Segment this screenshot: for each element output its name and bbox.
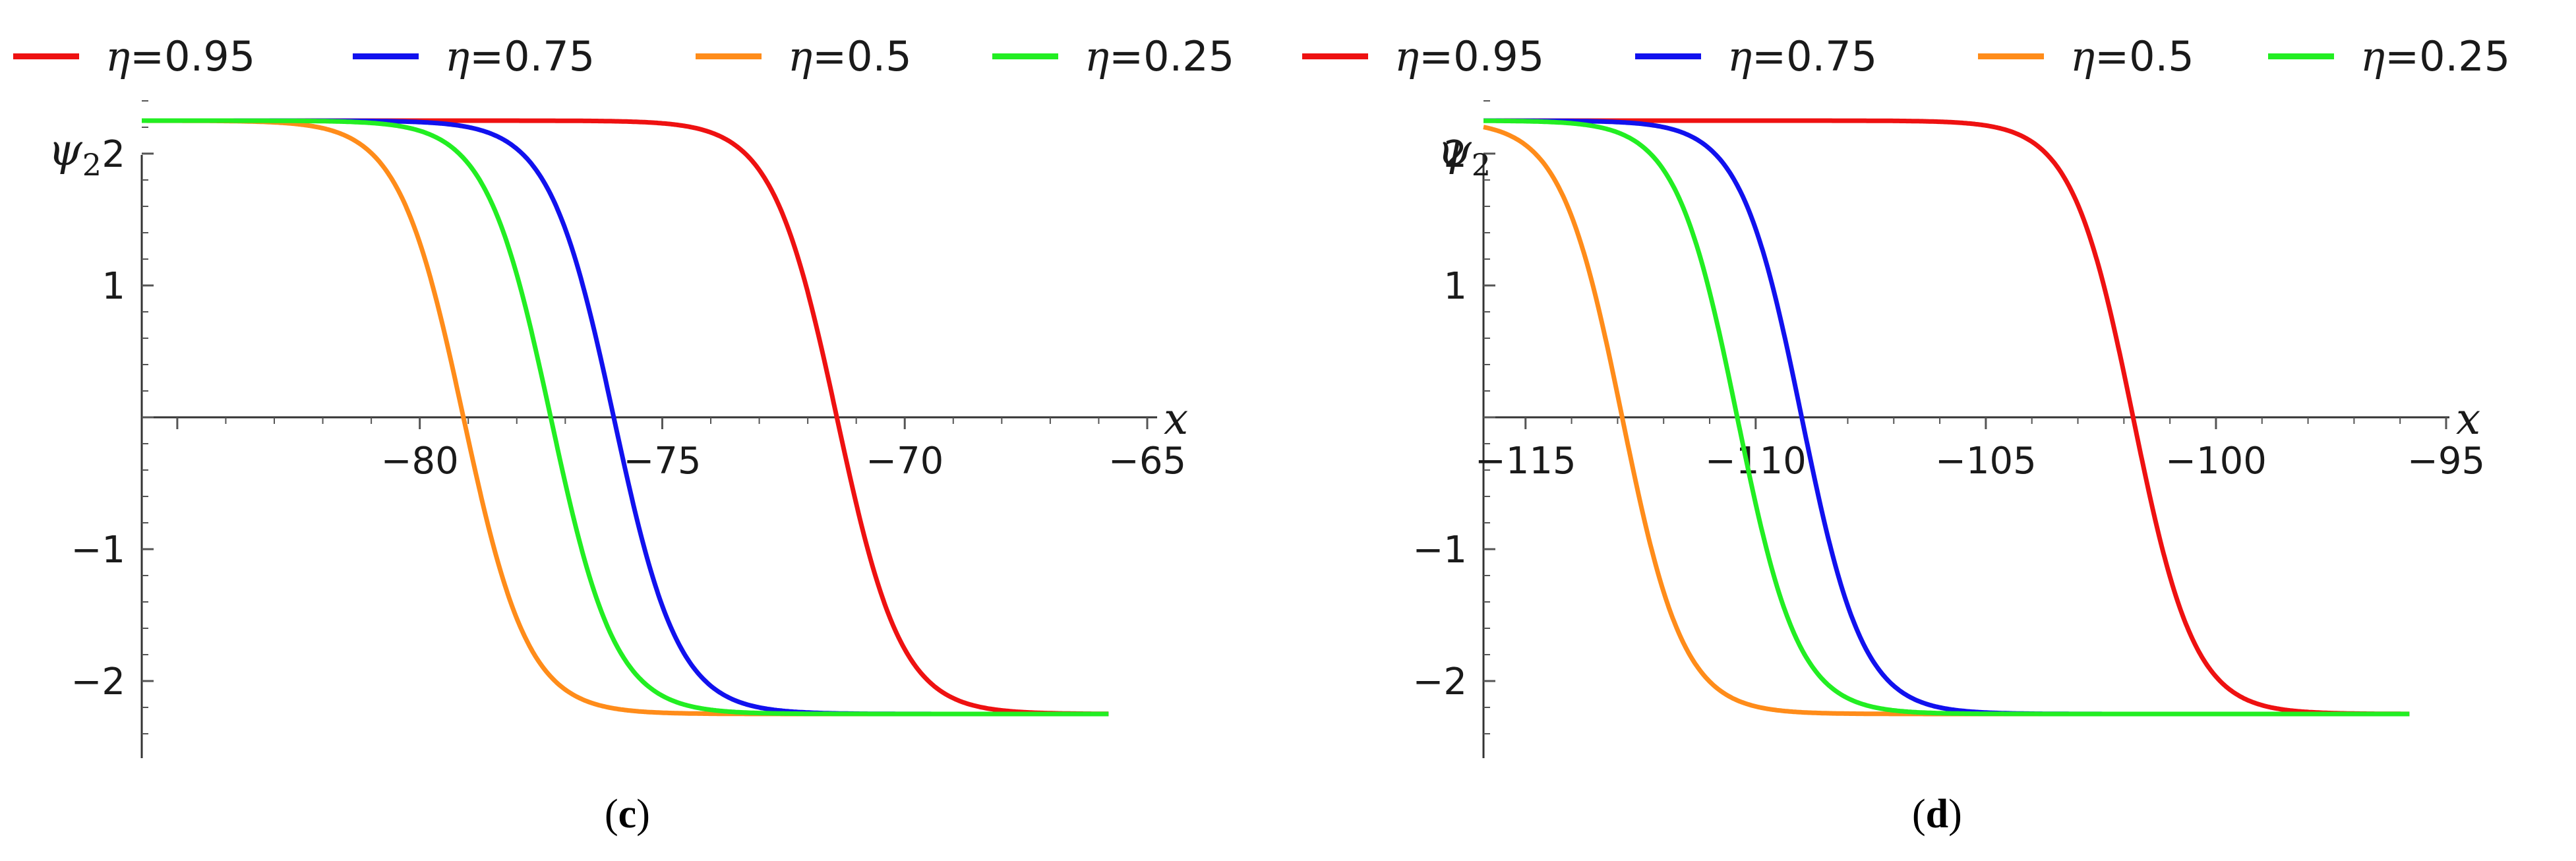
legend-label: η=0.25 [1085,32,1235,80]
y-tick-label: 2 [102,133,125,176]
x-tick-label: −65 [1108,440,1186,483]
legend-item: η=0.25 [992,20,1234,92]
x-axis-label: x [1164,394,1188,444]
legend-line [353,53,419,59]
legend-line [1978,53,2044,59]
legend-item: η=0.25 [2268,20,2510,92]
chart-c: −80 −75 −70 −65 2 1 −1 −2 x ψ2 [48,100,1188,758]
legend-line [992,53,1058,59]
legend-line [1635,53,1701,59]
legend-label: η=0.5 [2070,32,2194,80]
x-tick-label: −100 [2165,440,2267,483]
legend-item: η=0.95 [13,20,255,92]
legend-line [696,53,762,59]
legend-label: η=0.5 [788,32,912,80]
legend-line [1302,53,1368,59]
legend-item: η=0.75 [1635,20,1877,92]
legend-label: η=0.95 [105,32,256,80]
x-tick-label: −105 [1935,440,2037,483]
y-axis-label: ψ2 [48,125,102,183]
legend-item: η=0.5 [1978,20,2194,92]
x-tick-label: −95 [2407,440,2485,483]
legend-line [13,53,79,59]
y-tick-label: 1 [1443,265,1467,308]
legend-label: η=0.75 [445,32,595,80]
x-tick-label: −115 [1475,440,1576,483]
legend: η=0.95 η=0.75 η=0.5 η=0.25 η=0.95 η=0.75… [0,20,2576,92]
caption-c: (c) [605,792,650,837]
x-axis-label: x [2456,394,2480,444]
caption-d: (d) [1912,792,1962,837]
legend-item: η=0.95 [1302,20,1544,92]
legend-item: η=0.75 [353,20,595,92]
y-tick-label: −2 [71,661,125,703]
y-tick-label: −1 [71,529,125,572]
y-tick-label: 2 [1443,133,1467,176]
y-tick-label: −2 [1412,661,1467,703]
y-tick-label: −1 [1412,529,1467,572]
legend-item: η=0.5 [696,20,912,92]
series-line [1482,118,2411,717]
legend-line [2268,53,2334,59]
legend-label: η=0.75 [1727,32,1878,80]
legend-label: η=0.95 [1394,32,1545,80]
x-tick-label: −80 [381,440,459,483]
y-axis-label: ψ2 [1437,125,1491,183]
y-tick-label: 1 [102,265,125,308]
series-line [140,118,1110,717]
chart-d: −115 −110 −105 −100 −95 2 1 −1 −2 x ψ2 [1412,100,2485,758]
x-tick-label: −75 [623,440,701,483]
x-tick-label: −70 [866,440,944,483]
series-line [1482,125,2411,717]
series-line [1482,118,2411,717]
legend-label: η=0.25 [2360,32,2511,80]
x-tick-label: −110 [1705,440,1807,483]
